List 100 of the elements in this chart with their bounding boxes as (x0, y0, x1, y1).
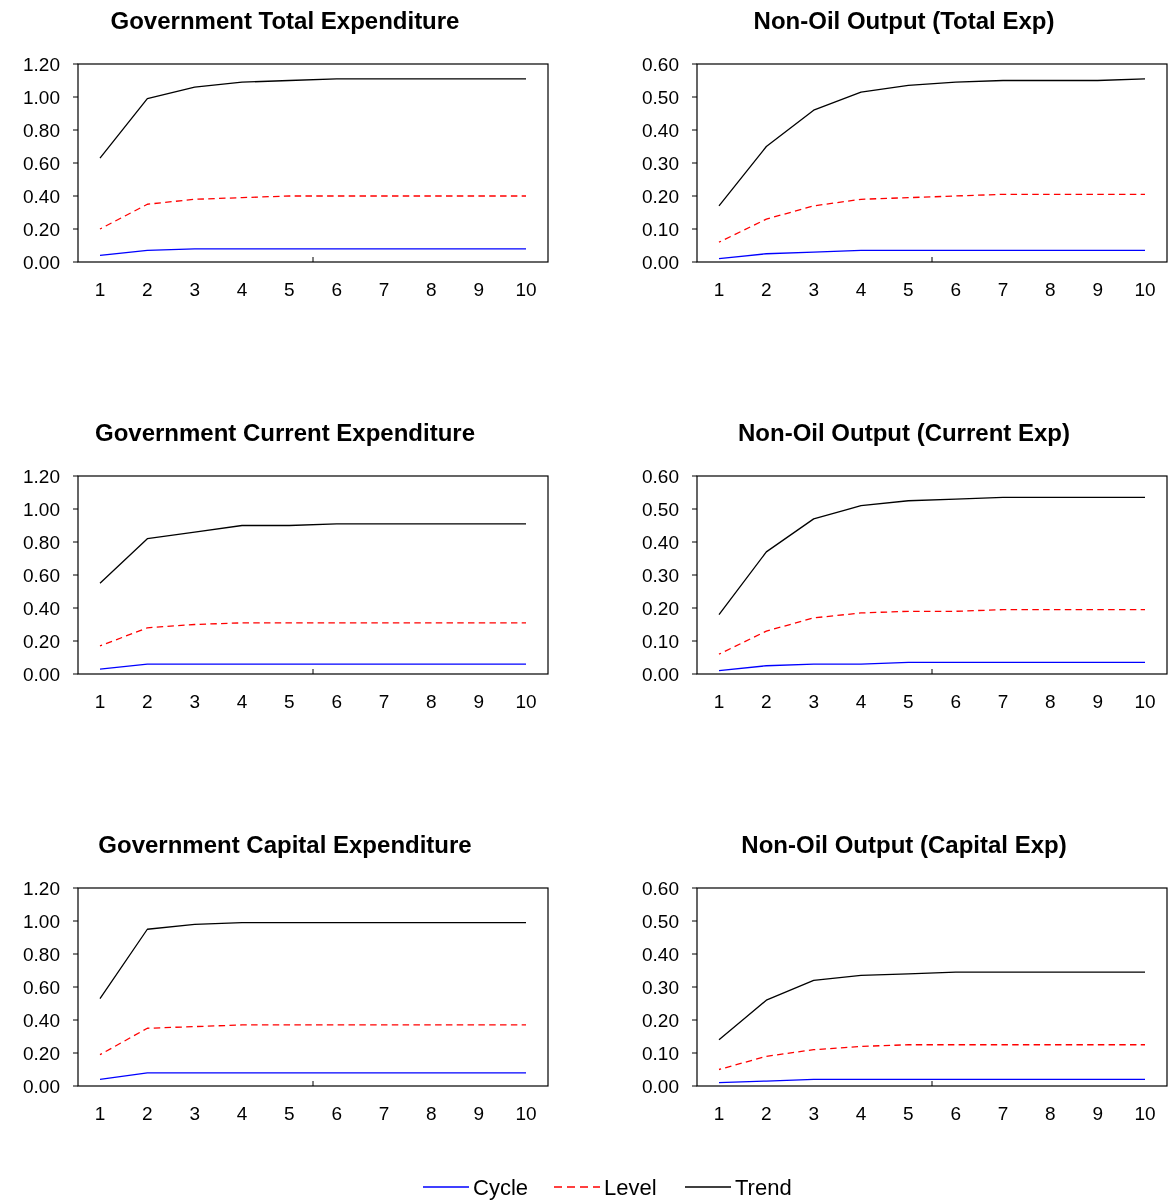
y-tick-label: 0.20 (642, 185, 679, 207)
y-tick-label: 0.30 (642, 976, 679, 998)
y-tick-label: 0.40 (23, 185, 60, 207)
x-tick-label: 10 (515, 691, 537, 712)
y-tick-label: 0.50 (642, 86, 679, 108)
y-tick-label: 0.50 (642, 498, 679, 520)
x-tick-label: 2 (142, 1103, 153, 1124)
x-tick-label: 1 (713, 279, 725, 300)
x-tick-label: 4 (855, 1103, 867, 1124)
x-tick-label: 7 (378, 691, 390, 712)
y-tick-label: 0.40 (642, 943, 679, 965)
x-tick-label: 7 (997, 1103, 1009, 1124)
legend-label: Trend (735, 1174, 792, 1200)
x-tick-label: 4 (855, 691, 867, 712)
x-tick-label: 6 (950, 691, 961, 712)
y-tick-label: 0.00 (23, 251, 60, 273)
y-tick-label: 0.40 (23, 597, 60, 619)
x-tick-label: 6 (950, 279, 961, 300)
y-tick-label: 1.20 (23, 877, 60, 899)
x-tick-label: 9 (473, 279, 484, 300)
x-tick-label: 3 (189, 691, 200, 712)
x-tick-label: 5 (903, 691, 914, 712)
line-series (718, 1044, 1146, 1071)
x-tick-label: 10 (1134, 1103, 1156, 1124)
line-series (718, 193, 1146, 243)
x-tick-label: 1 (94, 279, 106, 300)
line-series (99, 78, 527, 159)
x-tick-label: 6 (331, 691, 342, 712)
x-tick-label: 1 (94, 1103, 106, 1124)
x-tick-label: 9 (473, 691, 484, 712)
y-tick-label: 0.30 (642, 564, 679, 586)
y-tick-label: 0.50 (642, 910, 679, 932)
x-tick-label: 10 (1134, 691, 1156, 712)
x-tick-label: 3 (808, 691, 819, 712)
x-tick-label: 6 (950, 1103, 961, 1124)
y-tick-label: 0.20 (23, 218, 60, 240)
y-tick-label: 0.00 (642, 251, 679, 273)
y-tick-label: 0.60 (642, 465, 679, 487)
x-tick-label: 2 (761, 691, 772, 712)
x-tick-label: 9 (1092, 279, 1103, 300)
x-tick-label: 4 (236, 1103, 248, 1124)
line-series (99, 622, 527, 647)
x-tick-label: 4 (236, 279, 248, 300)
x-tick-label: 5 (284, 279, 295, 300)
y-tick-label: 0.60 (642, 53, 679, 75)
chart-title: Non-Oil Output (Total Exp) (753, 7, 1055, 34)
legend-label: Cycle (473, 1174, 529, 1200)
x-tick-label: 4 (855, 279, 867, 300)
line-series (99, 1024, 527, 1056)
y-tick-label: 0.20 (642, 597, 679, 619)
y-tick-label: 0.20 (23, 630, 60, 652)
y-tick-label: 0.80 (23, 943, 60, 965)
y-tick-label: 0.20 (23, 1042, 60, 1064)
y-tick-label: 0.40 (642, 531, 679, 553)
line-series (718, 661, 1146, 672)
y-tick-label: 0.00 (642, 663, 679, 685)
y-tick-label: 0.10 (642, 218, 679, 240)
y-tick-label: 0.60 (642, 877, 679, 899)
line-series (718, 971, 1146, 1041)
y-tick-label: 0.40 (23, 1009, 60, 1031)
line-series (718, 496, 1146, 616)
y-tick-label: 0.00 (23, 1075, 60, 1097)
x-tick-label: 2 (142, 691, 153, 712)
x-tick-label: 8 (426, 279, 437, 300)
x-tick-label: 3 (808, 1103, 819, 1124)
y-tick-label: 0.40 (642, 119, 679, 141)
y-tick-label: 1.00 (23, 498, 60, 520)
x-tick-label: 5 (284, 691, 295, 712)
x-tick-label: 2 (761, 1103, 772, 1124)
y-tick-label: 0.00 (23, 663, 60, 685)
x-tick-label: 1 (713, 1103, 725, 1124)
x-tick-label: 8 (426, 1103, 437, 1124)
chart-title: Non-Oil Output (Current Exp) (738, 419, 1070, 446)
x-tick-label: 8 (1045, 691, 1056, 712)
line-series (718, 609, 1146, 655)
x-tick-label: 5 (903, 279, 914, 300)
x-tick-label: 3 (808, 279, 819, 300)
y-tick-label: 0.20 (642, 1009, 679, 1031)
y-tick-label: 0.60 (23, 564, 60, 586)
x-tick-label: 4 (236, 691, 248, 712)
x-tick-label: 2 (761, 279, 772, 300)
x-tick-label: 8 (1045, 1103, 1056, 1124)
x-tick-label: 5 (903, 1103, 914, 1124)
x-tick-label: 10 (515, 279, 537, 300)
chart-title: Government Current Expenditure (94, 419, 476, 446)
chart-title: Non-Oil Output (Capital Exp) (741, 831, 1067, 858)
y-tick-label: 1.00 (23, 910, 60, 932)
x-tick-label: 10 (515, 1103, 537, 1124)
x-tick-label: 1 (713, 691, 725, 712)
x-tick-label: 9 (1092, 691, 1103, 712)
x-tick-label: 7 (378, 1103, 390, 1124)
chart-title: Government Capital Expenditure (98, 831, 472, 858)
y-tick-label: 0.30 (642, 152, 679, 174)
y-tick-label: 0.00 (642, 1075, 679, 1097)
x-tick-label: 3 (189, 279, 200, 300)
x-tick-label: 6 (331, 1103, 342, 1124)
y-tick-label: 0.80 (23, 119, 60, 141)
y-tick-label: 1.20 (23, 53, 60, 75)
x-tick-label: 2 (142, 279, 153, 300)
line-series (718, 249, 1146, 260)
